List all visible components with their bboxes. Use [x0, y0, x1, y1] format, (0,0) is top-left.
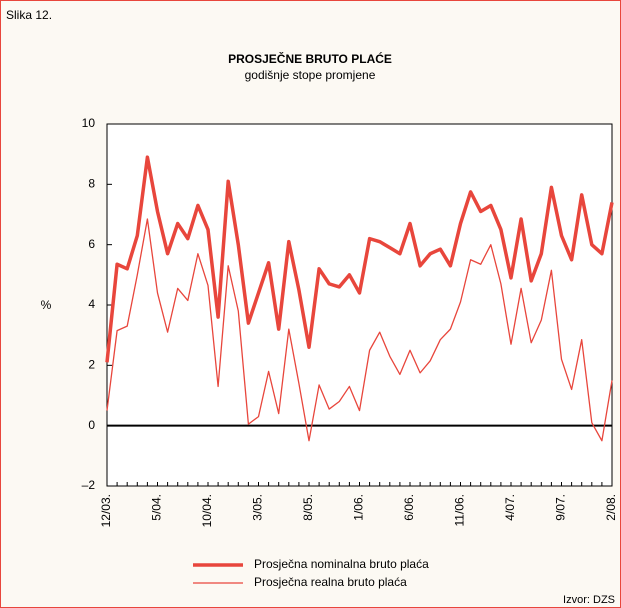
x-tick-label: 4/07.	[503, 494, 517, 521]
x-tick-label: 11/06.	[453, 494, 467, 526]
x-tick-label: 6/06.	[402, 494, 416, 521]
series-line	[105, 155, 614, 363]
chart-subtitle: godišnje stope promjene	[245, 68, 376, 82]
source: Izvor: DZS	[563, 594, 615, 606]
chart-title: PROSJEČNE BRUTO PLAĆE	[228, 51, 392, 66]
y-tick-label: 10	[82, 116, 96, 130]
y-tick-label: 4	[88, 297, 95, 311]
y-axis-label: %	[41, 298, 52, 312]
x-tick-label: 12/03.	[99, 494, 113, 527]
x-tick-label: 10/04.	[200, 494, 214, 527]
legend-label: Prosječna realna bruto plaća	[254, 575, 407, 589]
x-tick-label: 8/05.	[301, 494, 315, 521]
y-tick-label: 8	[88, 177, 95, 191]
header: Slika 12.	[6, 8, 52, 22]
x-tick-label: 1/06.	[352, 494, 366, 521]
y-tick-label: 0	[88, 418, 95, 432]
series-line	[106, 218, 613, 442]
x-tick-label: 9/07.	[554, 494, 568, 521]
plot-area	[106, 123, 613, 487]
legend-label: Prosječna nominalna bruto plaća	[254, 557, 429, 571]
x-tick-label: 2/08.	[604, 494, 618, 521]
y-tick-label: 2	[88, 358, 95, 372]
x-tick-label: 5/04.	[150, 494, 164, 521]
x-tick-label: 3/05.	[251, 494, 265, 521]
y-tick-label: –2	[82, 478, 96, 492]
y-tick-label: 6	[88, 237, 95, 251]
